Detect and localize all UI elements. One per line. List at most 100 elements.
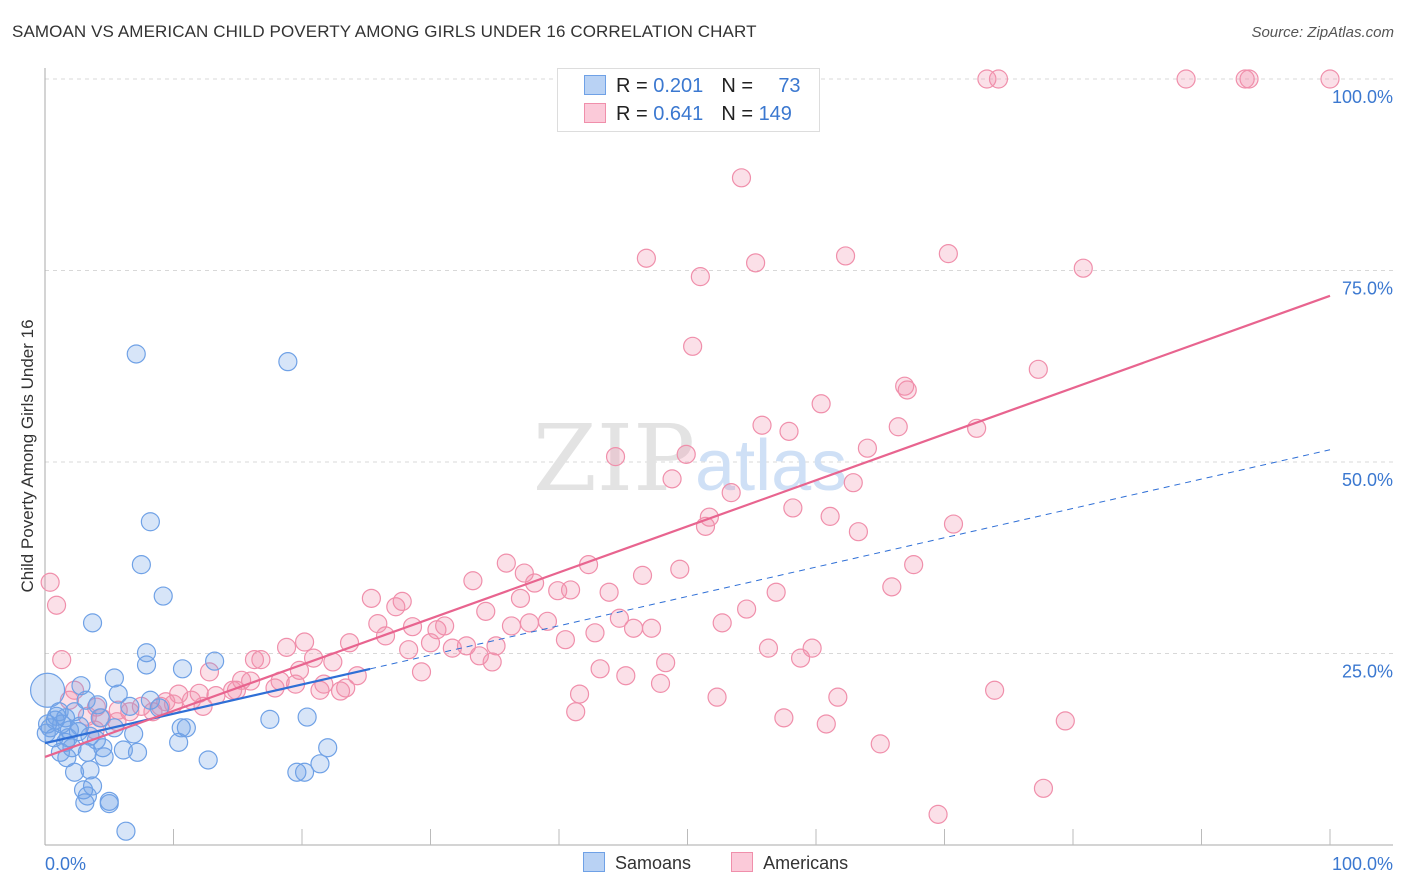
- americans-point: [244, 650, 265, 670]
- americans-swatch: [731, 852, 754, 872]
- series-legend: Samoans Americans: [583, 852, 848, 874]
- americans-point: [774, 708, 794, 728]
- americans-point: [402, 617, 423, 637]
- samoans-trendline: [44, 667, 371, 745]
- americans-point: [731, 168, 752, 188]
- y-tick-label: 75.0%: [1342, 279, 1393, 299]
- samoans-point: [260, 709, 280, 729]
- y-tick-label: 25.0%: [1342, 662, 1393, 682]
- samoans-point: [71, 676, 91, 696]
- americans-point: [835, 246, 856, 266]
- samoans-swatch: [583, 852, 605, 872]
- americans-point: [904, 555, 924, 575]
- americans-point: [336, 678, 356, 698]
- americans-point: [1239, 69, 1259, 89]
- americans-point: [1028, 359, 1048, 379]
- americans-point: [820, 506, 840, 526]
- legend-n-value: 73: [778, 75, 801, 97]
- americans-point: [514, 563, 534, 583]
- americans-point: [670, 559, 690, 579]
- americans-point: [560, 580, 581, 600]
- americans-point: [662, 469, 682, 489]
- americans-point: [276, 637, 297, 657]
- samoans-point: [77, 742, 98, 762]
- americans-point: [943, 514, 964, 534]
- samoans-point: [198, 750, 218, 770]
- americans-point: [251, 650, 271, 670]
- samoans-point: [205, 651, 225, 671]
- americans-point: [712, 613, 732, 633]
- samoans-point: [136, 655, 157, 675]
- samoans-point: [94, 747, 114, 767]
- americans-point: [46, 595, 67, 615]
- americans-point: [1176, 69, 1196, 89]
- y-axis-label: Child Poverty Among Girls Under 16: [18, 319, 37, 592]
- americans-point: [411, 662, 432, 682]
- samoans-point: [278, 352, 298, 372]
- americans-point: [510, 588, 531, 608]
- americans-point: [482, 652, 502, 672]
- americans-point: [676, 444, 696, 464]
- americans-point: [386, 597, 406, 617]
- americans-point: [616, 666, 636, 686]
- americans-point: [690, 267, 710, 287]
- samoans-point: [310, 754, 330, 774]
- samoans-point: [127, 742, 148, 762]
- americans-point: [585, 623, 605, 643]
- americans-point: [816, 714, 836, 734]
- legend-n-label: N =: [721, 103, 759, 125]
- x-tick-label-min: 0.0%: [45, 854, 86, 874]
- americans-point: [609, 608, 629, 628]
- americans-point: [375, 626, 396, 646]
- samoans-point: [116, 821, 136, 841]
- americans-point: [721, 483, 741, 503]
- americans-point: [265, 678, 285, 698]
- americans-point: [501, 616, 522, 636]
- samoans-point: [64, 762, 85, 782]
- americans-point: [399, 640, 419, 660]
- americans-point: [938, 244, 958, 264]
- americans-point: [40, 572, 60, 592]
- americans-point: [463, 571, 483, 591]
- americans-point: [310, 680, 330, 700]
- americans-point: [783, 498, 803, 518]
- americans-point: [888, 417, 908, 437]
- americans-point: [566, 702, 586, 722]
- samoans-point: [140, 512, 160, 532]
- americans-point: [392, 591, 412, 612]
- americans-trendline: [44, 294, 1331, 758]
- americans-point: [746, 253, 766, 273]
- samoans-point: [80, 760, 100, 780]
- americans-point: [486, 636, 506, 656]
- samoans-point: [172, 659, 193, 679]
- legend-r-label: R =: [616, 75, 654, 97]
- samoans-point: [108, 684, 128, 704]
- americans-point: [897, 380, 917, 400]
- y-tick-label: 100.0%: [1332, 87, 1393, 107]
- samoans-point: [29, 672, 66, 708]
- samoans-point: [75, 793, 95, 813]
- americans-point: [707, 687, 727, 707]
- samoans-point: [169, 732, 189, 752]
- legend-r-label: R =: [616, 103, 654, 125]
- americans-point: [656, 653, 676, 673]
- americans-point: [857, 438, 878, 458]
- americans-point: [361, 588, 381, 608]
- americans-point: [599, 582, 619, 602]
- legend-n-value: 149: [758, 103, 792, 125]
- samoans-point: [120, 696, 140, 716]
- americans-point: [569, 684, 590, 704]
- samoans-point: [113, 740, 133, 760]
- americans-point: [737, 599, 757, 619]
- legend-r-value: 0.201: [653, 75, 704, 97]
- samoans-point: [82, 613, 103, 633]
- americans-point: [52, 650, 72, 670]
- americans-point: [555, 630, 576, 650]
- americans-point: [330, 681, 351, 701]
- x-tick-label-max: 100.0%: [1332, 854, 1393, 874]
- legend-r-value: 0.641: [653, 103, 704, 125]
- chart-source: Source: ZipAtlas.com: [1251, 24, 1394, 41]
- samoans-point: [104, 668, 124, 688]
- legend-row-samoans: R = 0.201 N = 73: [584, 75, 801, 98]
- legend-row-americans: R = 0.641 N = 149: [584, 103, 792, 126]
